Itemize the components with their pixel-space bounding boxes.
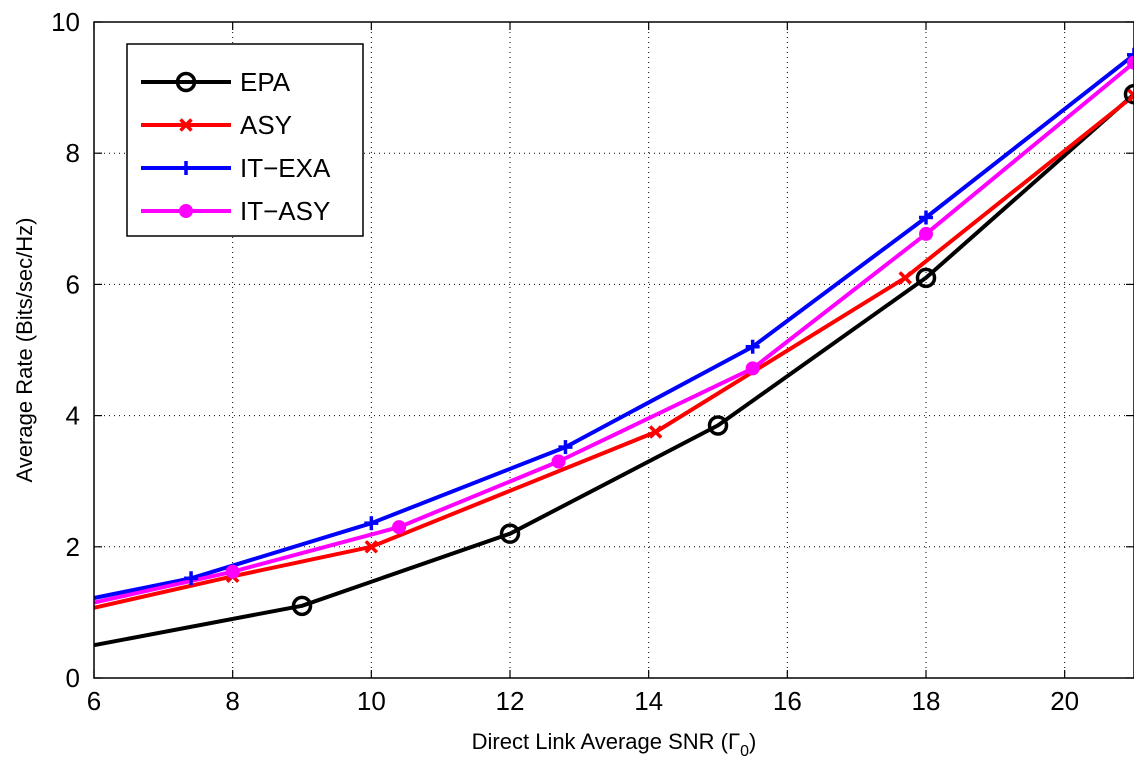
series-markers <box>184 47 1134 617</box>
marker-it-asy <box>1127 55 1134 70</box>
legend-label: EPA <box>240 67 291 97</box>
marker-asy <box>648 425 663 439</box>
x-tick-label: 6 <box>87 686 101 716</box>
x-tick-label: 10 <box>357 686 386 716</box>
marker-it-exa <box>1127 47 1134 62</box>
y-tick-label: 8 <box>66 138 80 168</box>
x-tick-label: 16 <box>773 686 802 716</box>
x-axis-label: Direct Link Average SNR (Γ0) <box>472 729 757 759</box>
marker-epa <box>707 415 729 436</box>
marker-epa <box>499 523 521 544</box>
legend-marker <box>179 204 193 218</box>
legend-marker <box>179 118 193 132</box>
marker-it-exa <box>558 440 573 455</box>
marker-epa <box>291 595 313 617</box>
x-axis-label-subscript: 0 <box>740 743 749 759</box>
legend-label: IT−ASY <box>240 196 330 226</box>
y-tick-label: 6 <box>66 269 80 299</box>
legend-marker <box>175 71 197 93</box>
x-tick-label: 12 <box>496 686 525 716</box>
marker-it-exa <box>745 339 760 354</box>
legend-item-asy: ASY <box>141 110 292 140</box>
axis-ticks <box>93 21 1134 679</box>
marker-asy <box>1127 88 1134 103</box>
legend-label: IT−EXA <box>240 153 331 183</box>
plot-border <box>93 21 1134 679</box>
y-axis-label: Average Rate (Bits/sec/Hz) <box>12 218 37 483</box>
series-line-asy <box>93 93 1134 610</box>
marker-it-asy <box>551 454 566 469</box>
series-line-epa <box>93 92 1134 648</box>
marker-epa <box>1123 83 1134 105</box>
x-axis-label-main: Direct Link Average SNR (Γ <box>472 729 740 754</box>
legend-box <box>126 43 364 237</box>
marker-asy <box>364 540 379 554</box>
y-tick-label: 2 <box>66 532 80 562</box>
axis-tick-labels: 6 8 10 12 14 16 18 20 0 2 4 6 8 10 <box>51 7 1079 716</box>
legend-item-it-exa: IT−EXA <box>141 153 331 183</box>
marker-asy <box>898 271 912 285</box>
marker-it-exa <box>184 571 199 586</box>
y-tick-label: 4 <box>66 401 80 431</box>
y-tick-label: 0 <box>66 663 80 693</box>
legend-marker <box>179 161 193 175</box>
y-tick-label: 10 <box>51 7 80 37</box>
legend: EPA ASY IT−EXA IT−ASY <box>126 43 364 237</box>
legend-item-epa: EPA <box>141 67 291 97</box>
marker-epa <box>915 267 937 289</box>
x-tick-label: 14 <box>634 686 663 716</box>
marker-it-exa <box>919 210 933 225</box>
legend-item-it-asy: IT−ASY <box>141 196 330 226</box>
marker-it-asy <box>225 564 240 579</box>
legend-label: ASY <box>240 110 292 140</box>
x-tick-label: 8 <box>225 686 239 716</box>
x-tick-label: 20 <box>1050 686 1079 716</box>
grid-lines <box>94 22 1134 678</box>
marker-it-asy <box>745 361 760 376</box>
x-tick-label: 18 <box>912 686 941 716</box>
marker-it-asy <box>919 226 933 241</box>
x-axis-label-close: ) <box>749 729 756 754</box>
marker-it-exa <box>364 516 379 531</box>
marker-it-asy <box>392 520 407 535</box>
